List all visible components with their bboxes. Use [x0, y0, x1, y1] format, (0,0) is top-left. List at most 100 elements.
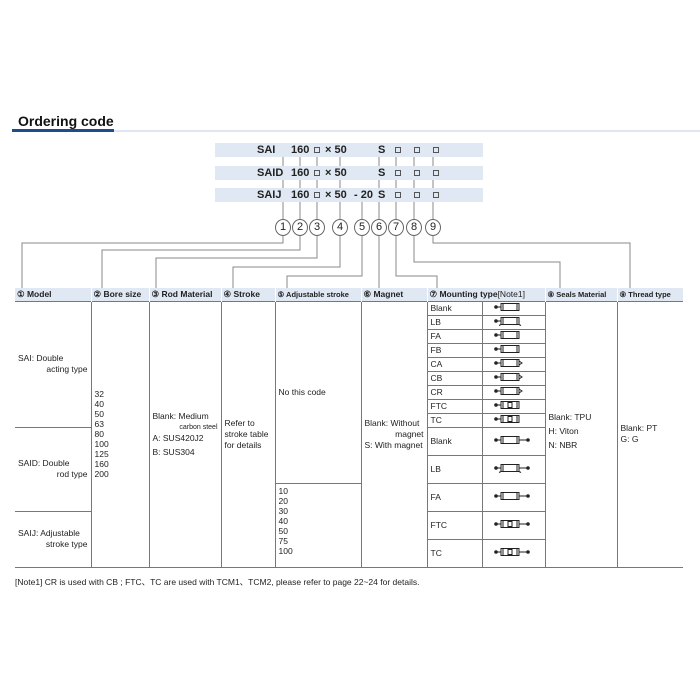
mounting-icon-cell	[481, 510, 546, 540]
ordering-code-table: ① Model ② Bore size ③ Rod Material ④ Str…	[15, 288, 684, 568]
mounting-row: LB	[15, 314, 683, 330]
placeholder-box-icon	[433, 147, 439, 153]
adjustable-none: No this code	[274, 300, 362, 484]
cylinder-foot-icon	[493, 316, 521, 326]
section-title: Ordering code	[18, 113, 114, 129]
mounting-row: CB	[15, 370, 683, 386]
mounting-code: FB	[426, 342, 483, 358]
mounting-row: SAI: Double acting type 32 40 50 63 80 100…	[15, 300, 683, 568]
seals-line: Blank: TPU	[548, 411, 592, 422]
mounting-icon-cell	[481, 454, 546, 484]
position-marker-6: 6	[371, 219, 387, 236]
mounting-icon-cell	[481, 426, 546, 456]
header-rod-material: ③ Rod Material	[149, 288, 222, 301]
mounting-icon-cell	[481, 370, 546, 386]
adjustable-values: 10 20 30 40 50 75 100	[274, 482, 362, 568]
double-rod-middle-trunnion-icon	[493, 547, 530, 556]
placeholder-box-icon	[414, 147, 420, 153]
mounting-code: CB	[426, 370, 483, 386]
code-bore: 160	[291, 144, 310, 156]
mounting-code: CR	[426, 384, 483, 400]
header-model: ① Model	[15, 288, 92, 301]
seals-line: N: NBR	[548, 439, 578, 450]
placeholder-box-icon	[433, 192, 439, 198]
model-saij: SAIJ: Adjustable stroke type	[15, 510, 92, 568]
mounting-row: CA	[15, 356, 683, 372]
code-bore: 160	[291, 167, 310, 179]
placeholder-box-icon	[395, 147, 401, 153]
mounting-icon-cell	[481, 328, 546, 344]
double-rod-foot-icon	[493, 463, 530, 473]
model-line: rod type	[56, 469, 88, 479]
placeholder-box-icon	[314, 147, 320, 153]
model-said: SAID: Double rod type	[15, 426, 92, 512]
cylinder-front-flange-icon	[493, 330, 519, 339]
seals-material: Blank: TPU H: Viton N: NBR	[544, 300, 618, 568]
placeholder-box-icon	[395, 192, 401, 198]
header-mounting-type: ⑦ Mounting type[Note1]	[427, 288, 546, 301]
mounting-code: Blank	[426, 300, 483, 316]
mounting-row: SAIJ: Adjustable stroke type FTC	[15, 510, 683, 568]
mounting-icon-cell	[481, 356, 546, 372]
model-line: acting type	[46, 364, 88, 374]
code-row: SAI 160 × 50 S	[215, 143, 483, 157]
placeholder-box-icon	[414, 170, 420, 176]
mounting-code: FA	[426, 482, 483, 512]
mounting-code: TC	[426, 412, 483, 428]
mounting-icon-cell	[481, 398, 546, 414]
position-marker-3: 3	[309, 219, 325, 236]
code-magnet: S	[378, 167, 386, 179]
placeholder-box-icon	[395, 170, 401, 176]
mounting-icon-cell	[481, 384, 546, 400]
cylinder-middle-trunnion-icon	[493, 414, 519, 423]
mounting-row: TC	[15, 538, 683, 568]
model-line: SAIJ: Adjustable	[18, 528, 80, 538]
cylinder-single-clevis-icon	[493, 358, 523, 367]
thread-line: G: G	[620, 434, 639, 444]
cylinder-double-clevis-icon	[493, 372, 523, 381]
code-model: SAI	[257, 144, 276, 156]
magnet-line: Blank: Without	[364, 417, 420, 428]
header-adjustable-stroke: ⑤ Adjustable stroke	[275, 288, 362, 301]
code-stroke: × 50	[325, 167, 347, 179]
rod-line: B: SUS304	[152, 446, 195, 457]
header-row: ① Model ② Bore size ③ Rod Material ④ Str…	[15, 288, 684, 301]
rod-line: Blank: Medium	[152, 410, 209, 421]
code-row: SAID 160 × 50 S	[215, 166, 483, 180]
double-rod-basic-icon	[493, 435, 530, 444]
double-rod-flange-icon	[493, 491, 530, 500]
position-marker-4: 4	[332, 219, 348, 236]
cylinder-clevis-bracket-icon	[493, 386, 523, 395]
mounting-code: LB	[426, 314, 483, 330]
code-model: SAIJ	[257, 189, 282, 201]
thread-type: Blank: PT G: G	[616, 300, 683, 568]
model-line: stroke type	[45, 539, 88, 549]
bore-sizes: 32 40 50 63 80 100 125 160 200	[90, 300, 150, 568]
header-seals-material: ⑧ Seals Material	[545, 288, 618, 301]
code-stroke: × 50	[325, 144, 347, 156]
placeholder-box-icon	[433, 170, 439, 176]
mounting-row: 10 20 30 40 50 75 100 FA	[15, 482, 683, 568]
header-bore-size: ② Bore size	[91, 288, 150, 301]
placeholder-box-icon	[314, 170, 320, 176]
footnote: [Note1] CR is used with CB ; FTC、TC are …	[15, 577, 420, 587]
model-line: SAI: Double	[18, 353, 64, 363]
mounting-code: FA	[426, 328, 483, 344]
rod-material: Blank: Medium carbon steel A: SUS420J2 B: S…	[148, 300, 222, 568]
cylinder-basic-icon	[493, 302, 519, 311]
position-marker-7: 7	[388, 219, 404, 236]
code-magnet: S	[378, 189, 386, 201]
stroke: Refer to stroke table for details	[220, 300, 276, 568]
mounting-code: Blank	[426, 426, 483, 456]
double-rod-front-trunnion-icon	[493, 519, 530, 528]
header-magnet: ⑥ Magnet	[361, 288, 428, 301]
placeholder-box-icon	[414, 192, 420, 198]
cylinder-front-trunnion-icon	[493, 400, 519, 409]
mounting-label: ⑦ Mounting type	[429, 288, 498, 299]
mounting-code: TC	[426, 538, 483, 568]
title-underline	[12, 129, 114, 132]
position-marker-9: 9	[425, 219, 441, 236]
magnet: Blank: Without magnet S: With magnet	[360, 300, 428, 568]
header-stroke: ④ Stroke	[221, 288, 276, 301]
